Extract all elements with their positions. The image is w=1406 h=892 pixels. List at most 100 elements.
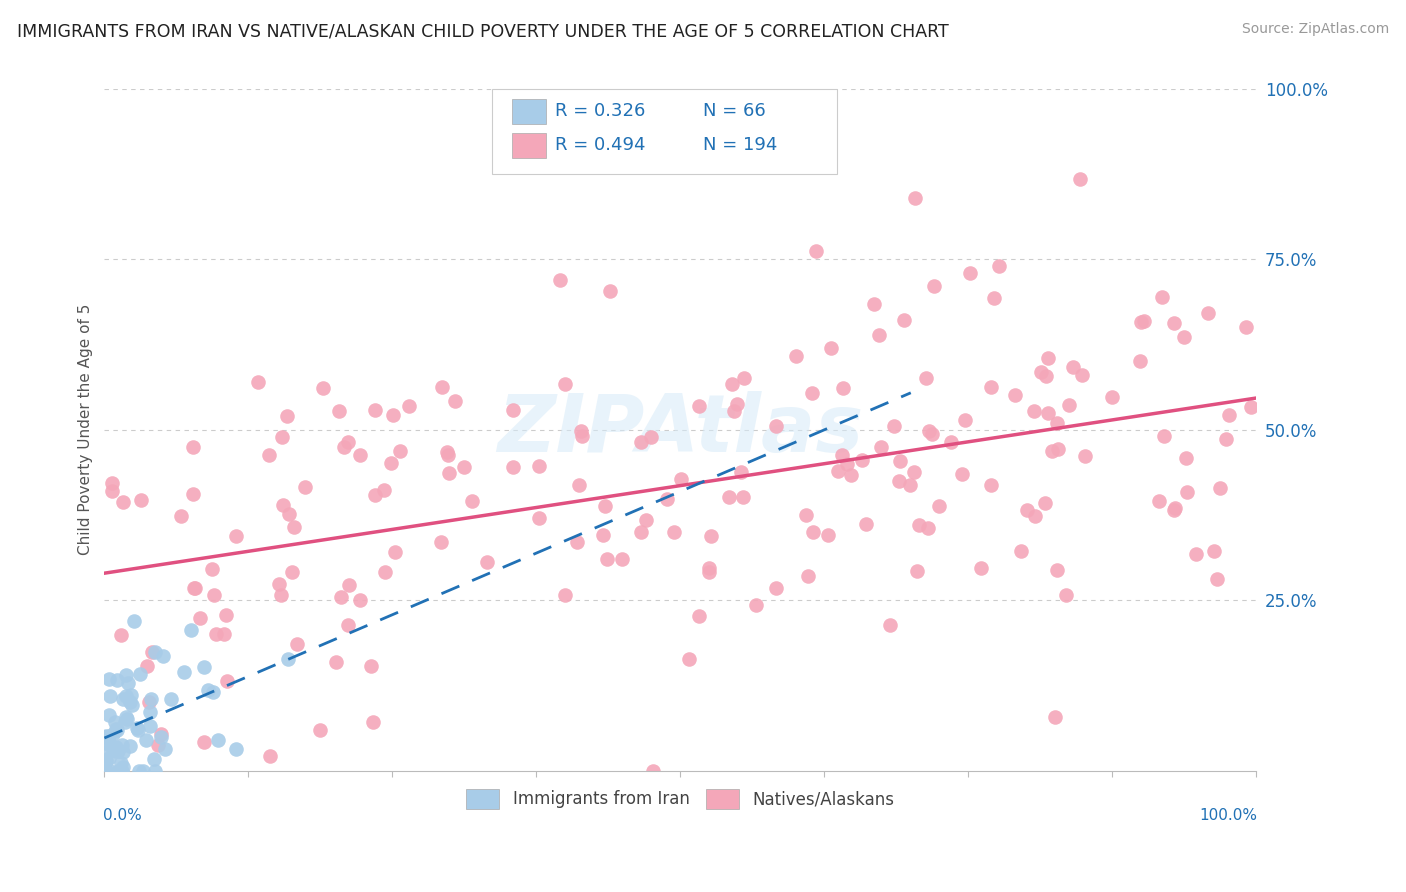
Point bbox=[94, 763, 117, 777]
Point bbox=[720, 376, 742, 391]
Point bbox=[1024, 509, 1046, 524]
Point bbox=[959, 266, 981, 280]
Text: Source: ZipAtlas.com: Source: ZipAtlas.com bbox=[1241, 22, 1389, 37]
Point bbox=[94, 729, 117, 743]
Point bbox=[688, 399, 710, 413]
Point bbox=[139, 705, 162, 719]
Point bbox=[149, 731, 172, 745]
Point bbox=[1163, 501, 1185, 516]
Point bbox=[863, 297, 886, 311]
Point bbox=[898, 478, 921, 492]
Point bbox=[277, 507, 299, 521]
Point bbox=[129, 493, 152, 508]
Point bbox=[138, 695, 160, 709]
Point bbox=[100, 689, 122, 703]
Point bbox=[337, 434, 360, 449]
Point bbox=[181, 487, 204, 501]
Point bbox=[122, 614, 145, 628]
Point bbox=[217, 674, 239, 689]
Point bbox=[312, 381, 335, 395]
Point bbox=[207, 733, 229, 747]
Point bbox=[115, 667, 138, 681]
Point bbox=[94, 764, 117, 778]
Point bbox=[388, 444, 411, 458]
Point bbox=[1004, 388, 1026, 402]
Point bbox=[1074, 449, 1097, 463]
Point bbox=[915, 371, 938, 385]
Point bbox=[669, 472, 692, 486]
Point bbox=[118, 739, 141, 753]
Text: R = 0.326: R = 0.326 bbox=[555, 103, 645, 120]
Point bbox=[1177, 485, 1199, 500]
Point bbox=[1022, 403, 1045, 417]
Point bbox=[180, 623, 202, 637]
Point bbox=[173, 665, 195, 679]
Point bbox=[117, 712, 139, 726]
Point bbox=[152, 649, 174, 664]
Point bbox=[785, 349, 807, 363]
Point bbox=[461, 494, 484, 508]
Point bbox=[610, 552, 633, 566]
Point bbox=[281, 565, 304, 579]
Point bbox=[270, 588, 292, 602]
Point bbox=[184, 581, 207, 595]
Point bbox=[1015, 503, 1038, 517]
Point bbox=[205, 627, 228, 641]
Point bbox=[855, 516, 877, 531]
Point bbox=[333, 440, 356, 454]
Point bbox=[918, 425, 941, 439]
Point bbox=[94, 764, 117, 778]
Point bbox=[806, 244, 828, 259]
Point bbox=[950, 467, 973, 481]
Point bbox=[797, 569, 820, 583]
Point bbox=[908, 518, 931, 533]
Point bbox=[115, 689, 138, 703]
Point bbox=[1234, 319, 1257, 334]
Point bbox=[983, 292, 1005, 306]
Point bbox=[917, 521, 939, 535]
Point bbox=[101, 483, 124, 498]
Point bbox=[1062, 359, 1084, 374]
Point bbox=[430, 379, 453, 393]
Point bbox=[688, 609, 710, 624]
Point bbox=[283, 520, 305, 534]
Point bbox=[148, 738, 170, 752]
Point bbox=[817, 528, 839, 542]
Point bbox=[1204, 543, 1226, 558]
Y-axis label: Child Poverty Under the Age of 5: Child Poverty Under the Age of 5 bbox=[79, 304, 93, 556]
Point bbox=[153, 742, 176, 756]
Point bbox=[443, 393, 465, 408]
Point bbox=[697, 561, 720, 575]
Point bbox=[800, 385, 823, 400]
Point bbox=[269, 577, 291, 591]
Point bbox=[1163, 316, 1185, 330]
Point bbox=[1035, 369, 1057, 384]
Point bbox=[527, 511, 550, 525]
Point bbox=[634, 513, 657, 527]
Point bbox=[1045, 417, 1067, 431]
Point bbox=[197, 682, 219, 697]
Point bbox=[723, 404, 745, 418]
Point bbox=[100, 739, 122, 753]
Point bbox=[111, 760, 134, 774]
Point bbox=[374, 565, 396, 579]
Point bbox=[114, 714, 136, 729]
Legend: Immigrants from Iran, Natives/Alaskans: Immigrants from Iran, Natives/Alaskans bbox=[461, 784, 900, 814]
Point bbox=[246, 375, 269, 389]
Point bbox=[1040, 444, 1063, 458]
Point bbox=[193, 735, 215, 749]
Point bbox=[801, 525, 824, 540]
Point bbox=[101, 727, 124, 741]
Point bbox=[568, 478, 591, 492]
Point bbox=[135, 659, 157, 673]
Point bbox=[837, 457, 859, 471]
Text: 100.0%: 100.0% bbox=[1199, 808, 1257, 823]
Point bbox=[904, 191, 927, 205]
Point bbox=[117, 675, 139, 690]
Point bbox=[939, 435, 962, 450]
Point bbox=[337, 618, 360, 632]
Point bbox=[104, 722, 127, 736]
Point bbox=[453, 459, 475, 474]
Point bbox=[104, 715, 127, 730]
Point bbox=[127, 723, 149, 737]
